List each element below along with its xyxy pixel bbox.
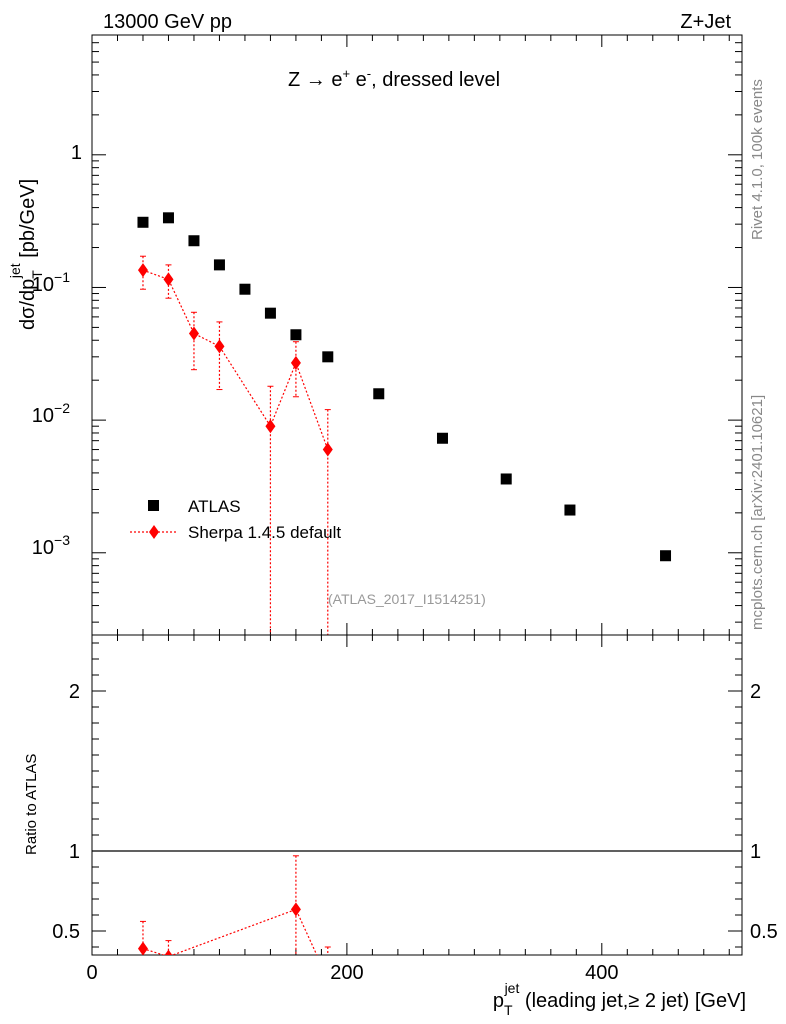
y-tick-label-0.01: 10−2 <box>32 400 70 427</box>
main-panel-frame <box>91 34 743 636</box>
atlas-data-point <box>660 550 672 562</box>
atlas-data-point <box>239 283 251 295</box>
ratio-y-axis-label: Ratio to ATLAS <box>23 754 40 855</box>
ratio-y-tick-label: 2 <box>69 681 80 703</box>
x-tick-label: 0 <box>86 962 97 984</box>
sherpa-data-point <box>214 339 225 354</box>
analysis-annotation: (ATLAS_2017_I1514251) <box>328 591 486 607</box>
y-tick-label-1: 1 <box>71 142 82 164</box>
legend: ATLAS Sherpa 1.4.5 default <box>130 497 341 542</box>
sherpa-data-point <box>290 355 301 370</box>
ratio-data-point <box>137 941 148 955</box>
ratio-y-tick-label: 1 <box>69 841 80 863</box>
atlas-data-point <box>373 388 385 400</box>
sherpa-line <box>142 269 329 450</box>
sherpa-data-point <box>265 419 276 434</box>
legend-atlas-marker <box>148 500 159 511</box>
y-tick-label-0.001: 10−3 <box>32 532 70 559</box>
ratio-tick-labels: 0.5 0.5 1 1 2 2 0 200 400 <box>52 681 778 984</box>
ratio-y-tick-label-right: 1 <box>750 841 761 863</box>
atlas-data-point <box>564 504 576 516</box>
legend-atlas-label: ATLAS <box>188 497 241 516</box>
sherpa-data-point <box>322 442 333 457</box>
ratio-y-tick-label: 0.5 <box>52 921 80 943</box>
atlas-data-point <box>162 212 174 224</box>
sherpa-data-point <box>137 263 148 278</box>
ratio-data-point <box>290 902 301 917</box>
ratio-panel-frame <box>91 634 743 956</box>
atlas-data-point <box>290 329 302 341</box>
x-tick-label: 400 <box>585 962 618 984</box>
process-label: Z+Jet <box>680 11 731 33</box>
rivet-label: Rivet 4.1.0, 100k events <box>749 79 766 240</box>
legend-sherpa-marker <box>149 525 159 539</box>
ratio-data-point <box>164 949 173 955</box>
atlas-data-point <box>213 259 225 271</box>
ratio-axis-ticks <box>91 635 742 955</box>
main-data-layer <box>137 212 672 635</box>
mcplots-label: mcplots.cern.ch [arXiv:2401.10621] <box>749 395 766 630</box>
main-y-tick-labels: 1 10−1 10−2 10−3 <box>32 142 82 559</box>
main-axis-ticks <box>91 34 742 635</box>
sherpa-data-point <box>163 272 174 287</box>
ratio-sherpa-line <box>142 908 318 955</box>
atlas-data-point <box>436 432 448 444</box>
main-y-axis-label: dσ/dpTjet [pb/GeV] <box>7 179 45 330</box>
atlas-data-point <box>188 235 200 247</box>
sherpa-data-point <box>188 326 199 341</box>
y-tick-label-0.1: 10−1 <box>32 269 70 296</box>
atlas-data-point <box>500 473 512 485</box>
atlas-data-point <box>137 216 149 228</box>
chart-title: Z → e+ e-, dressed level <box>288 66 500 91</box>
x-axis-label: pTjet (leading jet,≥ 2 jet) [GeV] <box>493 980 746 1018</box>
ratio-y-tick-label-right: 2 <box>750 681 761 703</box>
ratio-data-layer <box>92 850 742 955</box>
energy-label: 13000 GeV pp <box>103 11 232 33</box>
legend-sherpa-label: Sherpa 1.4.5 default <box>188 523 341 542</box>
atlas-data-point <box>322 351 334 363</box>
ratio-y-tick-label-right: 0.5 <box>750 921 778 943</box>
atlas-data-point <box>264 307 276 319</box>
x-tick-label: 200 <box>330 962 363 984</box>
